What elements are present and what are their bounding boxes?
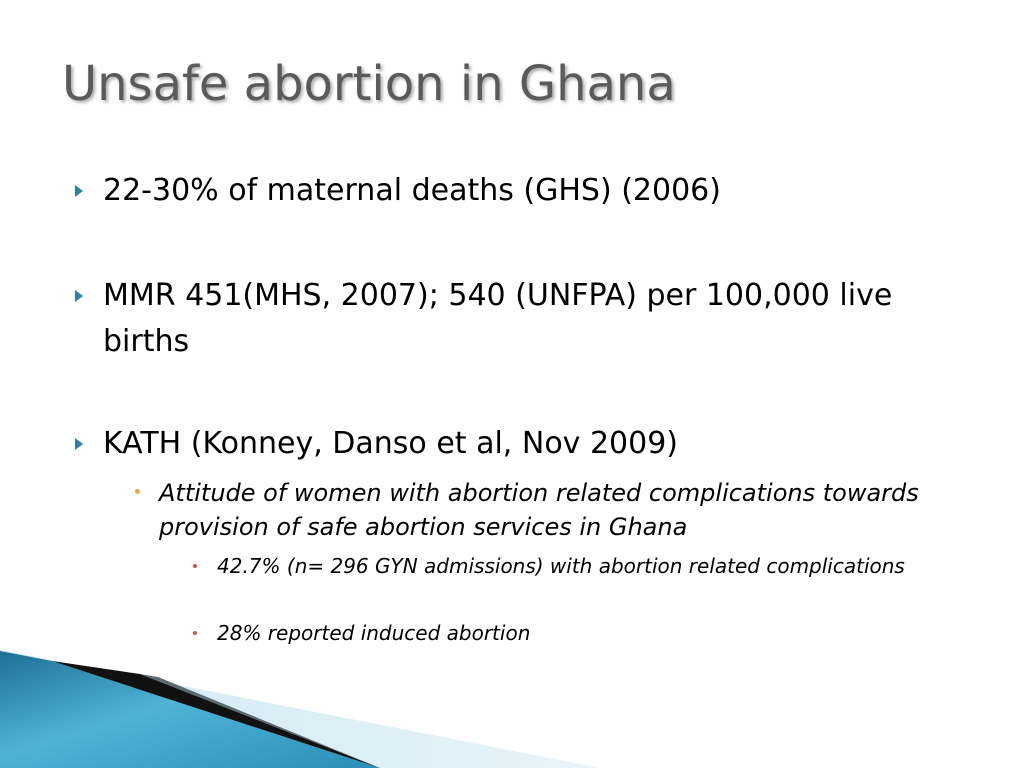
- arrow-bullet-icon: [75, 185, 83, 197]
- dot-bullet-icon: [135, 489, 140, 494]
- dot-bullet-icon: [193, 631, 197, 635]
- sub-sub-bullet-text: 42.7% (n= 296 GYN admissions) with abort…: [217, 554, 905, 578]
- sub-bullet-item: Attitude of women with abortion related …: [135, 476, 979, 544]
- bullet-text: 22-30% of maternal deaths (GHS) (2006): [103, 173, 721, 208]
- bullet-item: 22-30% of maternal deaths (GHS) (2006): [75, 168, 903, 214]
- dot-bullet-icon: [193, 564, 197, 568]
- arrow-bullet-icon: [75, 438, 83, 450]
- bullet-item: KATH (Konney, Danso et al, Nov 2009): [75, 421, 903, 467]
- sub-sub-bullet-item: 28% reported induced abortion: [193, 619, 937, 648]
- bullet-text: KATH (Konney, Danso et al, Nov 2009): [103, 426, 679, 461]
- bullet-item: MMR 451(MHS, 2007); 540 (UNFPA) per 100,…: [75, 273, 903, 365]
- sub-sub-bullet-text: 28% reported induced abortion: [217, 621, 531, 645]
- slide-title: Unsafe abortion in Ghana: [62, 56, 676, 112]
- arrow-bullet-icon: [75, 290, 83, 302]
- bullet-text: MMR 451(MHS, 2007); 540 (UNFPA) per 100,…: [103, 278, 893, 359]
- sub-bullet-text: Attitude of women with abortion related …: [159, 479, 919, 541]
- sub-sub-bullet-item: 42.7% (n= 296 GYN admissions) with abort…: [193, 552, 937, 581]
